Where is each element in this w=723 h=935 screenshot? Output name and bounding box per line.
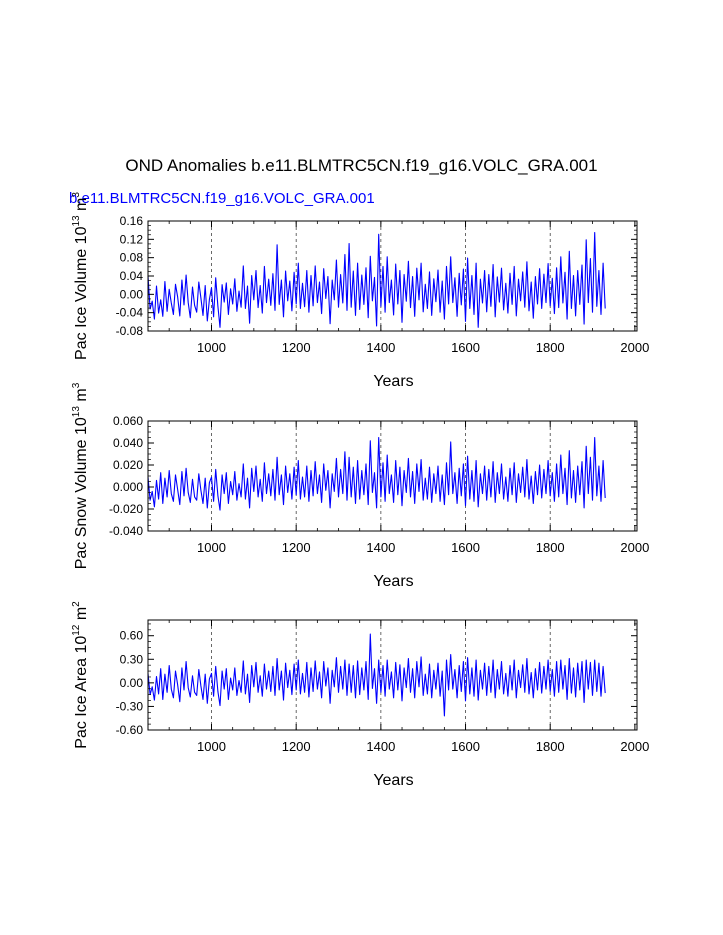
panel-3-y-tick-label: -0.60 xyxy=(116,723,144,737)
panel-3-x-tick-label: 1600 xyxy=(451,739,480,754)
panel-1-y-tick-label: 0.12 xyxy=(120,232,144,246)
panel-1-x-tick-label: 2000 xyxy=(620,340,649,355)
panel-1-series-line xyxy=(147,231,606,328)
page-title: OND Anomalies b.e11.BLMTRC5CN.f19_g16.VO… xyxy=(125,156,598,175)
panel-2-y-tick-label: -0.020 xyxy=(109,502,143,516)
panel-1-y-tick-label: 0.04 xyxy=(120,269,144,283)
panel-2-frame xyxy=(147,420,638,532)
panel-1-y-tick-label: 0.08 xyxy=(120,251,144,265)
panel-2-x-tick-label: 1400 xyxy=(366,540,395,555)
panel-3-x-tick-label: 1400 xyxy=(366,739,395,754)
panel-2-y-tick-label: 0.000 xyxy=(113,480,143,494)
panel-1-y-axis-title: Pac Ice Volume 1013 m3 xyxy=(71,192,90,360)
panel-2-y-tick-label: 0.060 xyxy=(113,414,143,428)
snow-volume-panel: 1000 1200 1400 1600 1800 2000 -0.040 -0.020 0.00… xyxy=(71,382,649,590)
panel-2-x-tick-label: 1000 xyxy=(197,540,226,555)
ice-volume-panel: 1000 1200 1400 1600 1800 2000 -0.08 -0.04 0.00 0.… xyxy=(71,192,649,390)
panel-2-x-axis-title: Years xyxy=(373,573,413,590)
panel-3-series-line xyxy=(147,633,606,717)
panel-3-x-tick-label: 1800 xyxy=(536,739,565,754)
panel-1-y-tick-label: 0.00 xyxy=(120,287,144,301)
ice-area-panel: 1000 1200 1400 1600 1800 2000 -0.60 -0.30 0.00 0.… xyxy=(71,601,649,789)
panel-1-y-tick-label: -0.08 xyxy=(116,324,144,338)
panel-3-x-axis-title: Years xyxy=(373,772,413,789)
panel-2-y-tick-label: 0.040 xyxy=(113,436,143,450)
panel-2-x-tick-label: 1600 xyxy=(451,540,480,555)
panel-3-x-tick-label: 1200 xyxy=(282,739,311,754)
panel-1-x-tick-label: 1200 xyxy=(282,340,311,355)
panel-2-y-tick-label: 0.020 xyxy=(113,458,143,472)
panel-2-x-tick-label: 2000 xyxy=(620,540,649,555)
panel-3-y-tick-label: -0.30 xyxy=(116,699,144,713)
panel-1-frame xyxy=(147,220,638,332)
panel-3-x-tick-label: 2000 xyxy=(620,739,649,754)
panel-2-y-tick-label: -0.040 xyxy=(109,524,143,538)
panel-3-frame xyxy=(147,619,638,731)
panel-3-y-axis-title: Pac Ice Area 1012 m2 xyxy=(71,601,90,749)
panel-3-x-tick-label: 1000 xyxy=(197,739,226,754)
panel-3-y-tick-label: 0.00 xyxy=(120,676,144,690)
panel-2-x-tick-label: 1800 xyxy=(536,540,565,555)
panel-1-x-tick-label: 1000 xyxy=(197,340,226,355)
panel-2-x-tick-label: 1200 xyxy=(282,540,311,555)
panel-1-x-tick-label: 1800 xyxy=(536,340,565,355)
panel-3-y-tick-label: 0.30 xyxy=(120,652,144,666)
run-label: b.e11.BLMTRC5CN.f19_g16.VOLC_GRA.001 xyxy=(69,190,375,207)
panel-1-x-tick-label: 1600 xyxy=(451,340,480,355)
panel-3-y-tick-label: 0.60 xyxy=(120,629,144,643)
panel-2-series-line xyxy=(147,436,606,511)
panel-2-y-axis-title: Pac Snow Volume 1013 m3 xyxy=(71,382,90,569)
panel-1-x-axis-title: Years xyxy=(373,373,413,390)
panel-1-y-tick-label: 0.16 xyxy=(120,214,144,228)
panel-1-x-tick-label: 1400 xyxy=(366,340,395,355)
panel-1-y-tick-label: -0.04 xyxy=(116,306,144,320)
